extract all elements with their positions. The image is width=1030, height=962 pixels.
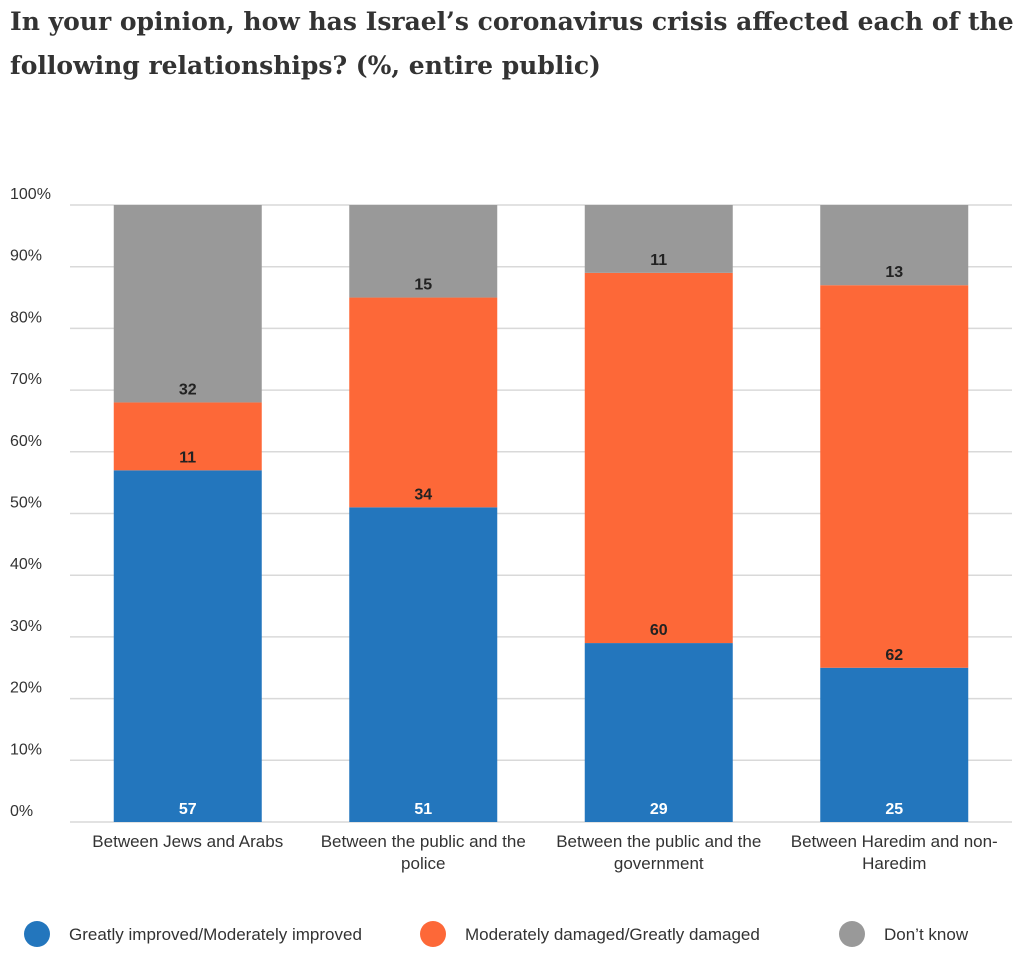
legend-marker <box>24 921 50 947</box>
bar-segment <box>584 205 733 273</box>
y-tick-label: 30% <box>10 618 42 635</box>
data-label: 62 <box>885 647 903 664</box>
y-tick-label: 20% <box>10 680 42 697</box>
data-label: 13 <box>885 264 903 281</box>
bar-segment <box>820 205 969 286</box>
x-tick-label: Between the public and the government <box>556 832 762 873</box>
bar-segment <box>349 297 498 508</box>
x-tick-label: Between Jews and Arabs <box>92 832 284 851</box>
y-tick-label: 60% <box>10 433 42 450</box>
bar-segment <box>584 272 733 644</box>
data-label: 15 <box>414 277 432 294</box>
data-label: 25 <box>885 801 903 818</box>
y-tick-label: 70% <box>10 371 42 388</box>
legend-label: Moderately damaged/Greatly damaged <box>465 925 760 944</box>
legend-label: Don’t know <box>884 925 969 944</box>
y-tick-label: 90% <box>10 248 42 265</box>
legend-label: Greatly improved/Moderately improved <box>69 925 362 944</box>
y-tick-label: 100% <box>10 186 51 203</box>
data-label: 29 <box>650 801 668 818</box>
data-label: 57 <box>179 801 197 818</box>
bar-segment <box>113 205 262 403</box>
bar-segment <box>820 285 969 668</box>
data-label: 11 <box>179 449 196 466</box>
bar-segment <box>584 643 733 822</box>
y-tick-label: 80% <box>10 309 42 326</box>
bar-segment <box>113 470 262 822</box>
y-tick-label: 40% <box>10 556 42 573</box>
data-label: 60 <box>650 622 668 639</box>
x-tick-label: Between Haredim and non-Haredim <box>790 832 998 873</box>
data-label: 51 <box>414 801 432 818</box>
bar-segment <box>820 667 969 822</box>
x-tick-label: Between the public and the police <box>320 832 526 873</box>
bar-segment <box>349 507 498 822</box>
legend-marker <box>420 921 446 947</box>
legend-marker <box>839 921 865 947</box>
data-label: 34 <box>414 486 432 503</box>
bar-segment <box>113 402 262 471</box>
y-tick-label: 0% <box>10 803 33 820</box>
y-tick-label: 50% <box>10 495 42 512</box>
chart-title: In your opinion, how has Israel’s corona… <box>10 7 1014 80</box>
data-label: 32 <box>179 381 197 398</box>
data-label: 11 <box>650 252 667 269</box>
bar-segment <box>349 205 498 298</box>
y-tick-label: 10% <box>10 741 42 758</box>
